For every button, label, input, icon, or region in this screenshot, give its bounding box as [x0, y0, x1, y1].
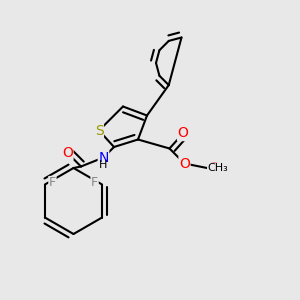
Text: N: N	[98, 151, 109, 164]
Text: O: O	[179, 157, 190, 170]
Text: CH₃: CH₃	[208, 163, 228, 173]
Text: O: O	[178, 127, 188, 140]
Text: H: H	[98, 160, 107, 170]
Text: S: S	[94, 124, 103, 137]
Text: O: O	[62, 146, 73, 160]
Text: O: O	[208, 161, 219, 175]
Text: F: F	[49, 176, 56, 190]
Text: F: F	[91, 176, 98, 190]
